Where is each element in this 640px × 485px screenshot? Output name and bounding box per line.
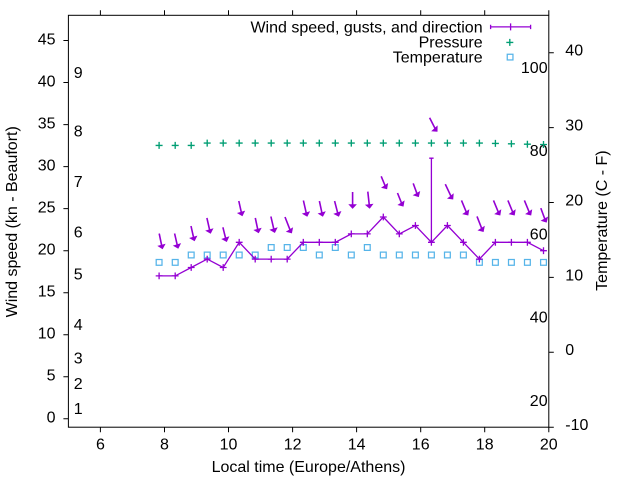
svg-text:10: 10 (38, 326, 56, 343)
svg-text:80: 80 (530, 143, 548, 160)
svg-text:14: 14 (348, 437, 366, 454)
svg-text:Temperature: Temperature (393, 49, 483, 66)
svg-text:20: 20 (38, 242, 56, 259)
svg-text:5: 5 (74, 267, 83, 284)
svg-text:3: 3 (74, 351, 83, 368)
svg-text:20: 20 (530, 393, 548, 410)
svg-text:16: 16 (412, 437, 430, 454)
svg-text:Local time (Europe/Athens): Local time (Europe/Athens) (212, 459, 406, 476)
svg-text:0: 0 (565, 342, 574, 359)
svg-text:20: 20 (540, 437, 558, 454)
svg-text:Pressure: Pressure (419, 35, 483, 52)
svg-text:25: 25 (38, 200, 56, 217)
svg-text:30: 30 (38, 157, 56, 174)
svg-text:40: 40 (565, 43, 583, 60)
svg-text:6: 6 (74, 225, 83, 242)
svg-text:35: 35 (38, 115, 56, 132)
svg-text:8: 8 (74, 124, 83, 141)
svg-text:12: 12 (284, 437, 302, 454)
svg-text:1: 1 (74, 401, 83, 418)
svg-text:30: 30 (565, 118, 583, 135)
svg-text:-10: -10 (565, 417, 588, 434)
svg-text:7: 7 (74, 174, 83, 191)
svg-text:5: 5 (47, 368, 56, 385)
svg-text:15: 15 (38, 284, 56, 301)
svg-text:40: 40 (530, 310, 548, 327)
svg-text:4: 4 (74, 317, 83, 334)
svg-text:9: 9 (74, 65, 83, 82)
svg-text:2: 2 (74, 376, 83, 393)
svg-text:60: 60 (530, 226, 548, 243)
svg-text:20: 20 (565, 192, 583, 209)
svg-text:0: 0 (47, 410, 56, 427)
svg-text:Temperature (C - F): Temperature (C - F) (594, 150, 611, 290)
svg-text:40: 40 (38, 73, 56, 90)
svg-text:10: 10 (220, 437, 238, 454)
svg-text:100: 100 (521, 60, 548, 77)
svg-text:45: 45 (38, 31, 56, 48)
svg-text:Wind speed, gusts, and directi: Wind speed, gusts, and direction (250, 19, 482, 36)
svg-text:6: 6 (96, 437, 105, 454)
svg-text:10: 10 (565, 267, 583, 284)
svg-text:18: 18 (476, 437, 494, 454)
svg-text:8: 8 (160, 437, 169, 454)
svg-text:Wind speed (kn - Beaufort): Wind speed (kn - Beaufort) (4, 126, 21, 317)
